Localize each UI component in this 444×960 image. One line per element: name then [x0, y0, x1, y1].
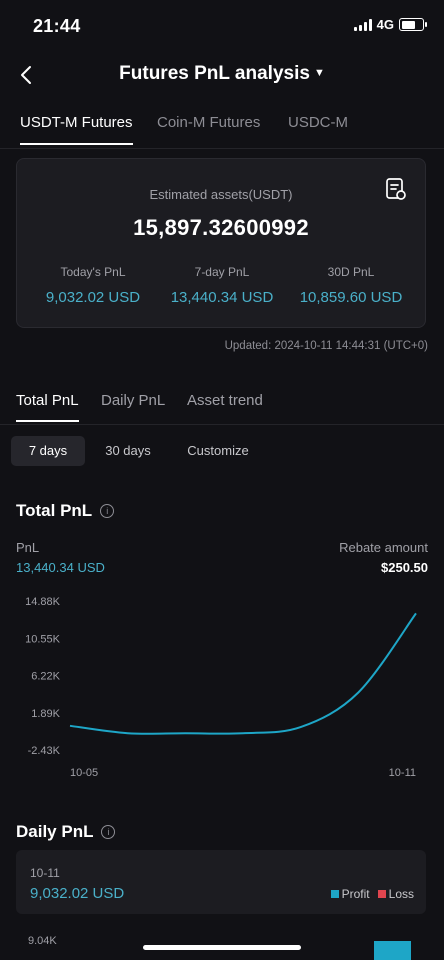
tab-label: Total PnL [16, 392, 79, 409]
chevron-left-icon[interactable] [16, 64, 38, 86]
daily-pnl-value: 9,032.02 USD [30, 885, 125, 902]
legend-swatch [377, 890, 386, 898]
tab-label: Daily PnL [101, 392, 166, 409]
daily-pnl-card: 10-11 9,032.02 USD Profit Loss [16, 850, 426, 914]
tab-label: USDC-M [288, 114, 348, 131]
tab-label: Coin-M Futures [157, 114, 261, 131]
page-title: Futures PnL analysis [119, 63, 310, 84]
daily-pnl-date: 10-11 [30, 866, 60, 880]
daily-pnl-title: Daily PnL [16, 822, 94, 841]
pnl-series-line [69, 612, 417, 735]
tab-label: Asset trend [187, 392, 263, 409]
legend-loss: Loss [377, 887, 414, 901]
estimated-assets-value: 15,897.32600992 [133, 215, 309, 240]
info-icon[interactable]: i [100, 504, 115, 518]
report-icon[interactable] [385, 177, 407, 201]
thirty-day-pnl: 30D PnL 10,859.60 USD [283, 265, 419, 306]
x-tick-label: 10-11 [389, 767, 416, 779]
daily-pnl-bar [374, 941, 411, 960]
daily-chart-y-tick: 9.04K [28, 935, 57, 947]
range-30-days-button[interactable]: 30 days [105, 443, 151, 458]
seven-day-pnl-value: 13,440.34 USD [170, 289, 274, 306]
y-tick-label: 1.89K [31, 708, 60, 720]
tab-total-pnl[interactable]: Total PnL [16, 392, 79, 422]
header: Futures PnL analysis ▼ [0, 58, 444, 94]
tab-asset-trend[interactable]: Asset trend [187, 392, 263, 409]
legend-profit: Profit [330, 887, 370, 901]
futures-type-tabs: USDT-M Futures Coin-M Futures USDC-M [0, 112, 444, 149]
updated-timestamp: Updated: 2024-10-11 14:44:31 (UTC+0) [224, 340, 428, 352]
legend-label: Profit [341, 887, 370, 901]
legend-swatch [330, 890, 339, 898]
range-customize-button[interactable]: Customize [187, 443, 249, 458]
pnl-label: PnL [16, 540, 40, 555]
thirty-day-pnl-value: 10,859.60 USD [299, 289, 403, 306]
y-tick-label: 14.88K [25, 596, 61, 608]
battery-level [401, 20, 416, 29]
rebate-amount-label: Rebate amount [339, 540, 428, 555]
today-pnl-value: 9,032.02 USD [45, 289, 141, 306]
x-tick-label: 10-05 [70, 767, 98, 779]
active-tab-indicator [16, 420, 79, 422]
status-bar: 21:44 4G [0, 0, 444, 52]
signal-icon [353, 18, 372, 31]
thirty-day-pnl-label: 30D PnL [327, 265, 375, 279]
network-type: 4G [376, 17, 394, 32]
tab-label: USDT-M Futures [20, 114, 133, 131]
tab-usdc-m[interactable]: USDC-M [288, 114, 348, 131]
seven-day-pnl-label: 7-day PnL [194, 265, 250, 279]
caret-down-icon: ▼ [313, 67, 325, 79]
today-pnl: Today's PnL 9,032.02 USD [25, 265, 161, 306]
status-time: 21:44 [33, 16, 81, 36]
total-pnl-chart[interactable]: 14.88K 10.55K 6.22K 1.89K -2.43K 10-05 10-11 [0, 585, 444, 785]
estimated-assets-label: Estimated assets(USDT) [149, 187, 293, 202]
battery-icon [399, 18, 427, 31]
y-tick-label: 10.55K [25, 633, 61, 645]
daily-pnl-section-title: Daily PnL i [16, 822, 116, 842]
legend-label: Loss [388, 887, 414, 901]
daily-pnl-legend: Profit Loss [330, 887, 414, 901]
active-tab-indicator [20, 143, 133, 145]
pnl-value: 13,440.34 USD [16, 560, 105, 575]
seven-day-pnl: 7-day PnL 13,440.34 USD [154, 265, 290, 306]
tab-coin-m-futures[interactable]: Coin-M Futures [157, 114, 260, 131]
range-selector: 7 days 30 days Customize [0, 436, 444, 466]
y-tick-label: -2.43K [28, 745, 61, 757]
total-pnl-section-title: Total PnL i [16, 501, 115, 521]
info-icon[interactable]: i [101, 825, 116, 839]
tab-usdt-m-futures[interactable]: USDT-M Futures [20, 114, 133, 145]
tab-daily-pnl[interactable]: Daily PnL [101, 392, 165, 409]
range-7-days-button[interactable]: 7 days [11, 436, 85, 466]
y-tick-label: 6.22K [31, 671, 60, 683]
assets-card: Estimated assets(USDT) 15,897.32600992 T… [16, 158, 426, 328]
page-title-dropdown[interactable]: Futures PnL analysis ▼ [0, 63, 444, 85]
analysis-tabs: Total PnL Daily PnL Asset trend [0, 390, 444, 425]
rebate-amount-value: $250.50 [381, 560, 428, 575]
total-pnl-title: Total PnL [16, 501, 93, 520]
home-indicator [143, 945, 301, 950]
today-pnl-label: Today's PnL [60, 265, 126, 279]
status-indicators: 4G [353, 17, 427, 32]
